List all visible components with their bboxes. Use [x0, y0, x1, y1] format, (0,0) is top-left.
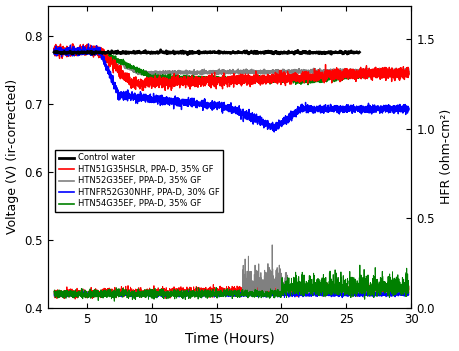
- Y-axis label: HFR (ohm-cm²): HFR (ohm-cm²): [441, 109, 453, 204]
- Legend: Control water, HTN51G35HSLR, PPA-D, 35% GF, HTN52G35EF, PPA-D, 35% GF, HTNFR52G3: Control water, HTN51G35HSLR, PPA-D, 35% …: [56, 150, 223, 212]
- Y-axis label: Voltage (V) (ir-corrected): Voltage (V) (ir-corrected): [6, 79, 18, 234]
- X-axis label: Time (Hours): Time (Hours): [185, 331, 274, 345]
